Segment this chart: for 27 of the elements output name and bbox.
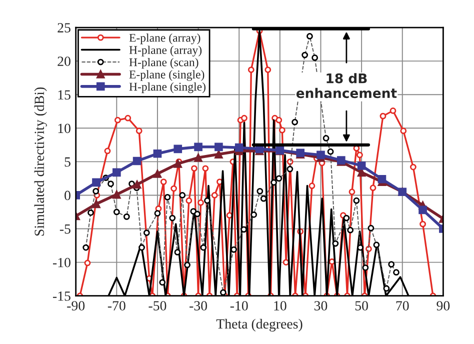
y-tick-label: 0 [64, 190, 70, 200]
y-axis-title: Simulated directivity (dBi) [34, 87, 47, 236]
y-tick-label: 25 [58, 23, 70, 32]
legend-label: H-plane (array) [129, 46, 202, 56]
x-axis-title: Theta (degrees) [216, 318, 302, 332]
y-tick-label: -15 [52, 291, 70, 301]
x-tick-label: 70 [396, 301, 409, 310]
x-tick-label: -30 [190, 301, 208, 310]
y-tick-label: -5 [60, 224, 70, 234]
y-tick-label: 15 [58, 90, 70, 100]
x-tick-label: 30 [314, 301, 328, 310]
legend-label: E-plane (single) [129, 70, 204, 81]
x-tick-label: -50 [148, 301, 166, 310]
y-tick-label: 10 [58, 124, 70, 134]
x-tick-label: 10 [274, 301, 286, 310]
legend-label: E-plane (array) [129, 33, 200, 44]
x-tick-label: -70 [108, 301, 126, 310]
y-tick-label: -10 [52, 258, 70, 268]
x-tick-label: 90 [436, 301, 450, 310]
legend-label: H-plane (scan) [129, 58, 198, 69]
x-tick-label: -10 [230, 301, 248, 310]
annotation: 18 dB enhancement [296, 73, 397, 98]
y-tick-label: 20 [58, 56, 70, 66]
x-tick-label: 50 [355, 301, 368, 310]
y-tick-label: 5 [64, 157, 70, 167]
x-tick-label: -90 [67, 301, 85, 310]
legend-label: H-plane (single) [129, 82, 206, 94]
